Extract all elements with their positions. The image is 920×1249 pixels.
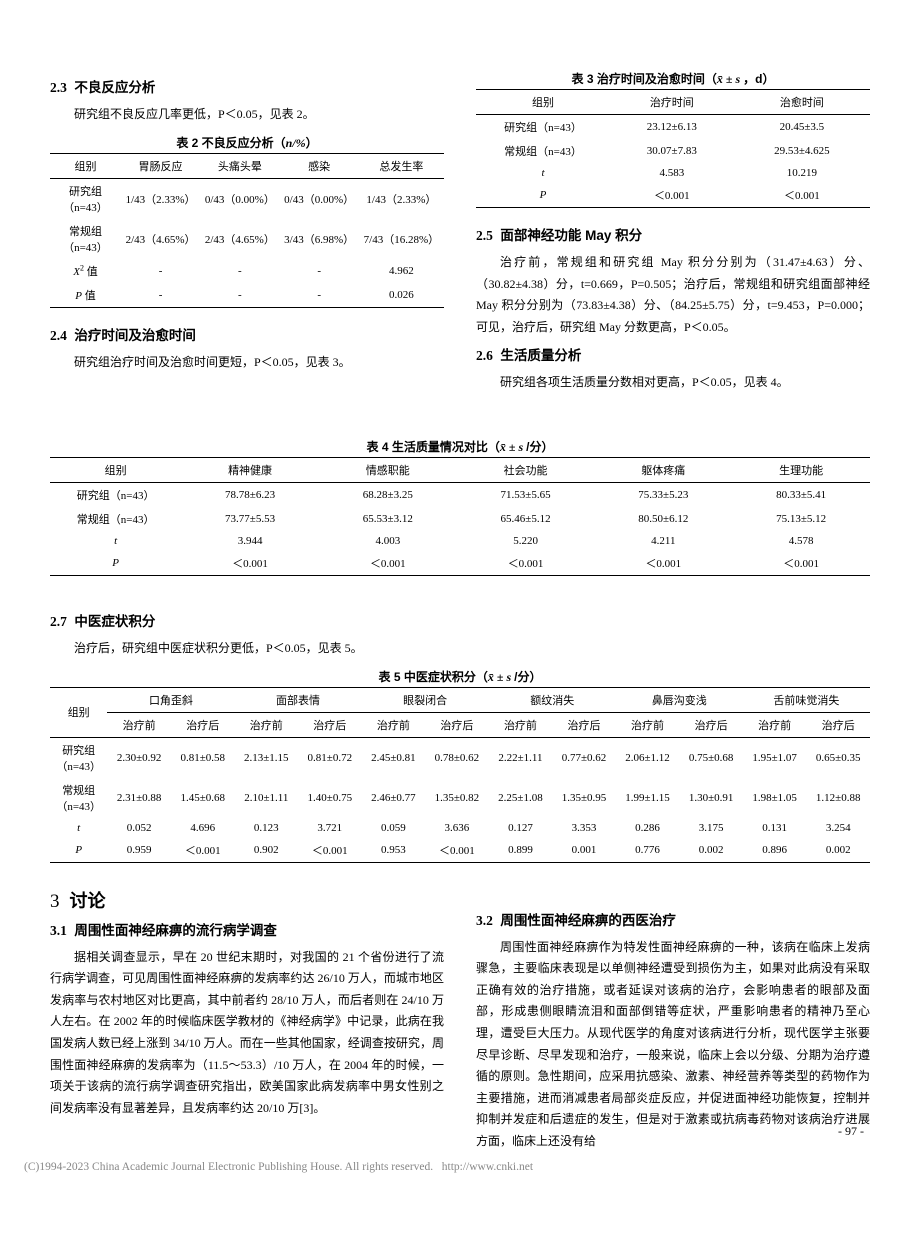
discussion-right: 3.2 周围性面神经麻痹的西医治疗 周围性面神经麻痹作为特发性面神经麻痹的一种，…: [476, 873, 870, 1157]
discussion-left: 3 讨论 3.1 周围性面神经麻痹的流行病学调查 据相关调查显示，早在 20 世…: [50, 873, 444, 1157]
table2-caption: 表 2 不良反应分析（n/%）: [50, 134, 444, 151]
sec-2-4-heading: 2.4 治疗时间及治愈时间: [50, 324, 444, 344]
sec-2-4-para: 研究组治疗时间及治愈时间更短，P＜0.05，见表 3。: [50, 352, 444, 374]
sec-3-1-para: 据相关调查显示，早在 20 世纪末期时，对我国的 21 个省份进行了流行病学调查…: [50, 947, 444, 1120]
table5: 组别口角歪斜面部表情眼裂闭合额纹消失鼻唇沟变浅舌前味觉消失 治疗前治疗后治疗前治…: [50, 687, 870, 863]
table5-caption: 表 5 中医症状积分（x̄ ± s /分）: [50, 668, 870, 685]
footer-copyright: (C)1994-2023 China Academic Journal Elec…: [24, 1161, 533, 1173]
sec-2-5-para: 治疗前，常规组和研究组 May 积分分别为（31.47±4.63）分、（30.8…: [476, 252, 870, 338]
left-column: 2.3 不良反应分析 研究组不良反应几率更低，P＜0.05，见表 2。 表 2 …: [50, 70, 444, 398]
table4: 组别精神健康情感职能社会功能躯体疼痛生理功能 研究组（n=43）78.78±6.…: [50, 457, 870, 576]
sec-2-5-heading: 2.5 面部神经功能 May 积分: [476, 224, 870, 244]
table3-caption: 表 3 治疗时间及治愈时间（x̄ ± s ，d）: [476, 70, 870, 87]
right-column: 表 3 治疗时间及治愈时间（x̄ ± s ，d） 组别治疗时间治愈时间 研究组（…: [476, 70, 870, 398]
sec-3-heading: 3 讨论: [50, 887, 444, 913]
table4-caption: 表 4 生活质量情况对比（x̄ ± s /分）: [50, 438, 870, 455]
sec-2-6-heading: 2.6 生活质量分析: [476, 344, 870, 364]
sec-2-3-para: 研究组不良反应几率更低，P＜0.05，见表 2。: [50, 104, 444, 126]
sec-2-3-heading: 2.3 不良反应分析: [50, 76, 444, 96]
sec-3-2-para: 周围性面神经麻痹作为特发性面神经麻痹的一种，该病在临床上发病骤急，主要临床表现是…: [476, 937, 870, 1153]
sec-2-7-heading: 2.7 中医症状积分: [50, 610, 444, 630]
sec-2-6-para: 研究组各项生活质量分数相对更高，P＜0.05，见表 4。: [476, 372, 870, 394]
sec-3-2-heading: 3.2 周围性面神经麻痹的西医治疗: [476, 909, 870, 929]
sec-3-1-heading: 3.1 周围性面神经麻痹的流行病学调查: [50, 919, 444, 939]
table3: 组别治疗时间治愈时间 研究组（n=43）23.12±6.1320.45±3.5常…: [476, 89, 870, 208]
page-number: - 97 -: [838, 1124, 864, 1139]
sec-2-7-para: 治疗后，研究组中医症状积分更低，P＜0.05，见表 5。: [50, 638, 444, 660]
table2: 组别胃肠反应头痛头晕感染总发生率 研究组（n=43）1/43（2.33%）0/4…: [50, 153, 444, 308]
